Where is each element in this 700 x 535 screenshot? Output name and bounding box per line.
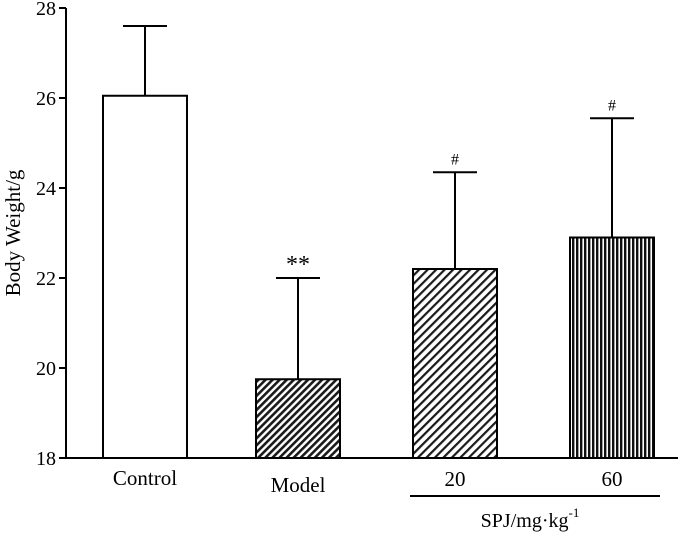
y-tick-label: 18 xyxy=(36,448,56,470)
significance-label: # xyxy=(608,97,616,114)
significance-label: # xyxy=(451,151,459,168)
bar-60 xyxy=(569,236,655,459)
y-tick-label: 26 xyxy=(36,88,56,110)
bar-control xyxy=(102,94,188,459)
group-label-base: SPJ/mg·kg xyxy=(481,510,569,532)
significance-label: ** xyxy=(286,252,310,278)
y-tick-label: 24 xyxy=(36,178,56,200)
y-tick-label: 22 xyxy=(36,268,56,290)
category-label: 60 xyxy=(602,467,623,491)
group-label-superscript: -1 xyxy=(568,505,579,520)
category-label: 20 xyxy=(445,467,466,491)
category-label: Control xyxy=(113,466,177,490)
bar-20 xyxy=(412,268,498,459)
category-label: Model xyxy=(271,473,326,497)
y-tick-label: 28 xyxy=(36,0,56,20)
y-axis-label: Body Weight/g xyxy=(1,169,25,296)
bar-model xyxy=(255,378,341,459)
group-label: SPJ/mg·kg-1 xyxy=(481,505,580,532)
y-tick-label: 20 xyxy=(36,358,56,380)
